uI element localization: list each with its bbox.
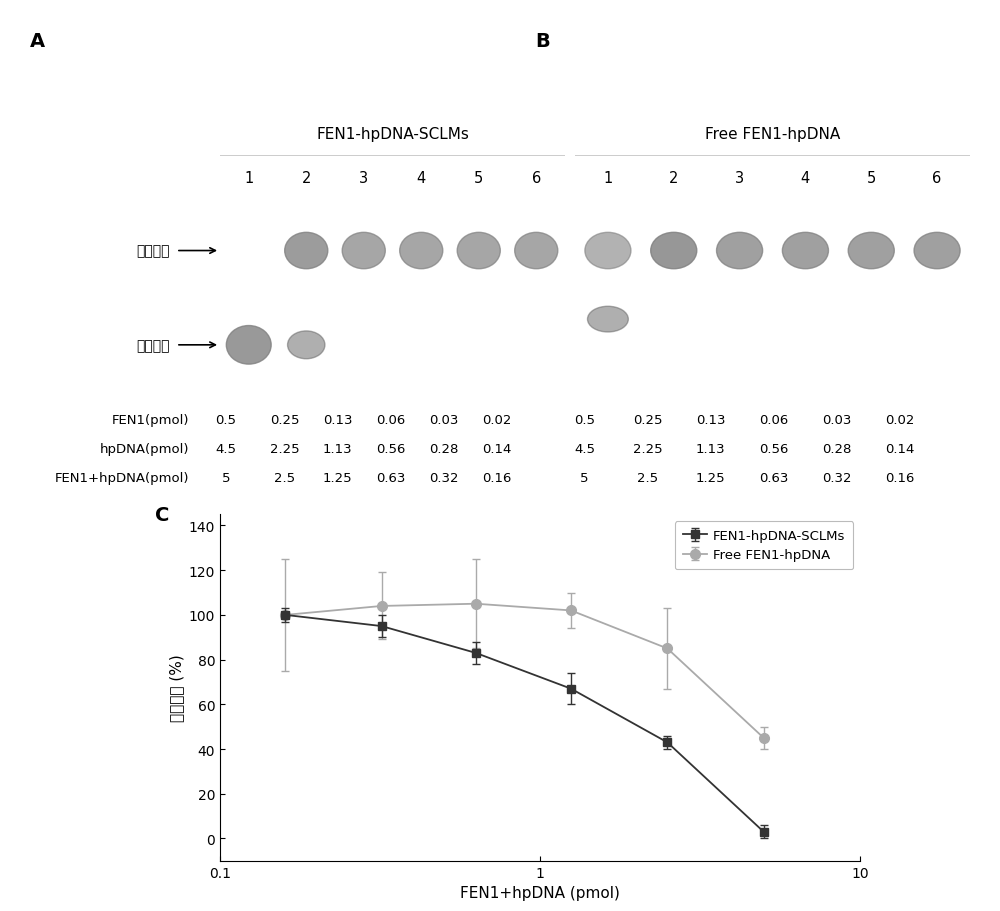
Ellipse shape <box>717 233 763 270</box>
Text: 1: 1 <box>244 171 253 186</box>
Ellipse shape <box>848 233 894 270</box>
Ellipse shape <box>651 233 697 270</box>
Text: 0.28: 0.28 <box>822 443 851 456</box>
Text: 0.13: 0.13 <box>323 414 352 426</box>
Text: 4: 4 <box>417 171 426 186</box>
Text: 4: 4 <box>801 171 810 186</box>
Text: 2.25: 2.25 <box>633 443 662 456</box>
Text: 0.16: 0.16 <box>885 471 914 484</box>
Ellipse shape <box>585 233 631 270</box>
Text: 0.5: 0.5 <box>574 414 595 426</box>
Text: 切割产物: 切割产物 <box>136 339 170 353</box>
Text: 0.06: 0.06 <box>759 414 788 426</box>
Text: 0.56: 0.56 <box>376 443 405 456</box>
Text: 5: 5 <box>867 171 876 186</box>
Text: 0.32: 0.32 <box>822 471 851 484</box>
Text: 0.63: 0.63 <box>376 471 405 484</box>
Text: 0.03: 0.03 <box>429 414 458 426</box>
Ellipse shape <box>288 332 325 359</box>
Text: 0.25: 0.25 <box>633 414 662 426</box>
Text: 3: 3 <box>735 171 744 186</box>
Text: 2.5: 2.5 <box>637 471 658 484</box>
Text: 1: 1 <box>603 171 613 186</box>
Text: 0.28: 0.28 <box>429 443 458 456</box>
Text: FEN1+hpDNA(pmol): FEN1+hpDNA(pmol) <box>54 471 189 484</box>
Text: 0.13: 0.13 <box>696 414 725 426</box>
Text: A: A <box>30 32 45 51</box>
Ellipse shape <box>400 233 443 270</box>
Text: 6: 6 <box>932 171 942 186</box>
Text: Free FEN1-hpDNA: Free FEN1-hpDNA <box>705 128 840 142</box>
Text: 0.16: 0.16 <box>482 471 511 484</box>
Text: 5: 5 <box>580 471 589 484</box>
Ellipse shape <box>515 233 558 270</box>
Text: 3: 3 <box>359 171 368 186</box>
Text: 2: 2 <box>669 171 678 186</box>
Text: FEN1-hpDNA-SCLMs: FEN1-hpDNA-SCLMs <box>316 128 469 142</box>
Text: 0.63: 0.63 <box>759 471 788 484</box>
Text: 0.25: 0.25 <box>270 414 299 426</box>
Ellipse shape <box>588 307 628 333</box>
Text: 2.5: 2.5 <box>274 471 295 484</box>
Text: 1.25: 1.25 <box>696 471 725 484</box>
Ellipse shape <box>342 233 385 270</box>
Text: FEN1(pmol): FEN1(pmol) <box>112 414 189 426</box>
Text: 0.56: 0.56 <box>759 443 788 456</box>
Ellipse shape <box>226 326 271 364</box>
Text: 0.02: 0.02 <box>885 414 914 426</box>
Ellipse shape <box>457 233 500 270</box>
Ellipse shape <box>914 233 960 270</box>
Y-axis label: 剩余底物 (%): 剩余底物 (%) <box>170 654 185 722</box>
Ellipse shape <box>782 233 828 270</box>
Text: 1.25: 1.25 <box>323 471 352 484</box>
Text: 0.03: 0.03 <box>822 414 851 426</box>
Text: 0.02: 0.02 <box>482 414 511 426</box>
Text: C: C <box>155 506 169 525</box>
Text: 0.14: 0.14 <box>482 443 511 456</box>
Text: 6: 6 <box>532 171 541 186</box>
Text: 1.13: 1.13 <box>696 443 725 456</box>
Text: 残留底物: 残留底物 <box>136 244 170 258</box>
Text: 5: 5 <box>474 171 483 186</box>
Text: 1.13: 1.13 <box>323 443 352 456</box>
Text: 2.25: 2.25 <box>270 443 299 456</box>
Text: B: B <box>535 32 550 51</box>
Text: 2: 2 <box>302 171 311 186</box>
Text: 5: 5 <box>222 471 230 484</box>
X-axis label: FEN1+hpDNA (pmol): FEN1+hpDNA (pmol) <box>460 885 620 900</box>
Text: 4.5: 4.5 <box>574 443 595 456</box>
Ellipse shape <box>285 233 328 270</box>
Text: 0.14: 0.14 <box>885 443 914 456</box>
Legend: FEN1-hpDNA-SCLMs, Free FEN1-hpDNA: FEN1-hpDNA-SCLMs, Free FEN1-hpDNA <box>675 521 853 569</box>
Text: hpDNA(pmol): hpDNA(pmol) <box>100 443 189 456</box>
Text: 0.32: 0.32 <box>429 471 458 484</box>
Text: 0.06: 0.06 <box>376 414 405 426</box>
Text: 0.5: 0.5 <box>216 414 237 426</box>
Text: 4.5: 4.5 <box>216 443 237 456</box>
